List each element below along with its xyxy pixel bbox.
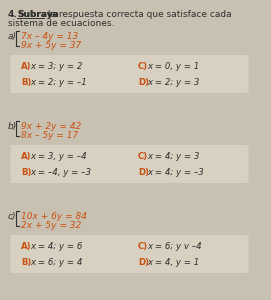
Text: x = 3; y = 2: x = 3; y = 2	[30, 62, 83, 71]
Text: c): c)	[8, 212, 16, 221]
Text: 10x + 6y = 84: 10x + 6y = 84	[21, 212, 87, 221]
Text: A): A)	[21, 152, 31, 161]
Text: 8x – 5y = 17: 8x – 5y = 17	[21, 131, 78, 140]
Text: x = 6; y v –4: x = 6; y v –4	[147, 242, 202, 251]
Text: x = 4; y = 3: x = 4; y = 3	[147, 152, 200, 161]
Text: D): D)	[138, 258, 149, 267]
Text: 4.: 4.	[8, 10, 17, 19]
Text: A): A)	[21, 242, 31, 251]
Text: 9x + 5y = 37: 9x + 5y = 37	[21, 41, 81, 50]
FancyBboxPatch shape	[11, 235, 249, 273]
Text: C): C)	[138, 152, 148, 161]
Text: B): B)	[21, 78, 31, 87]
Text: C): C)	[138, 242, 148, 251]
Text: B): B)	[21, 258, 31, 267]
Text: x = 4, y = 1: x = 4, y = 1	[147, 258, 200, 267]
Text: 9x + 2y = 42: 9x + 2y = 42	[21, 122, 81, 131]
Text: B): B)	[21, 168, 31, 177]
Text: A): A)	[21, 62, 31, 71]
Text: Subraya: Subraya	[17, 10, 59, 19]
Text: 7x – 4y = 13: 7x – 4y = 13	[21, 32, 78, 41]
Text: a): a)	[8, 32, 17, 41]
Text: x = 4; y = 6: x = 4; y = 6	[30, 242, 83, 251]
Text: x = 4; y = –3: x = 4; y = –3	[147, 168, 204, 177]
FancyBboxPatch shape	[11, 55, 249, 93]
Text: sistema de ecuaciones.: sistema de ecuaciones.	[8, 19, 114, 28]
Text: D): D)	[138, 168, 149, 177]
Text: x = 2; y = –1: x = 2; y = –1	[30, 78, 87, 87]
Text: x = 0, y = 1: x = 0, y = 1	[147, 62, 200, 71]
Text: C): C)	[138, 62, 148, 71]
Text: x = –4, y = –3: x = –4, y = –3	[30, 168, 91, 177]
Text: la respuesta correcta que satisface cada: la respuesta correcta que satisface cada	[45, 10, 231, 19]
Text: x = 6; y = 4: x = 6; y = 4	[30, 258, 83, 267]
Text: 2x + 5y = 32: 2x + 5y = 32	[21, 221, 81, 230]
Text: x = 2; y = 3: x = 2; y = 3	[147, 78, 200, 87]
FancyBboxPatch shape	[11, 145, 249, 183]
Text: Subraya: Subraya	[17, 10, 59, 19]
Text: x = 3, y = –4: x = 3, y = –4	[30, 152, 87, 161]
Text: b): b)	[8, 122, 17, 131]
Text: D): D)	[138, 78, 149, 87]
